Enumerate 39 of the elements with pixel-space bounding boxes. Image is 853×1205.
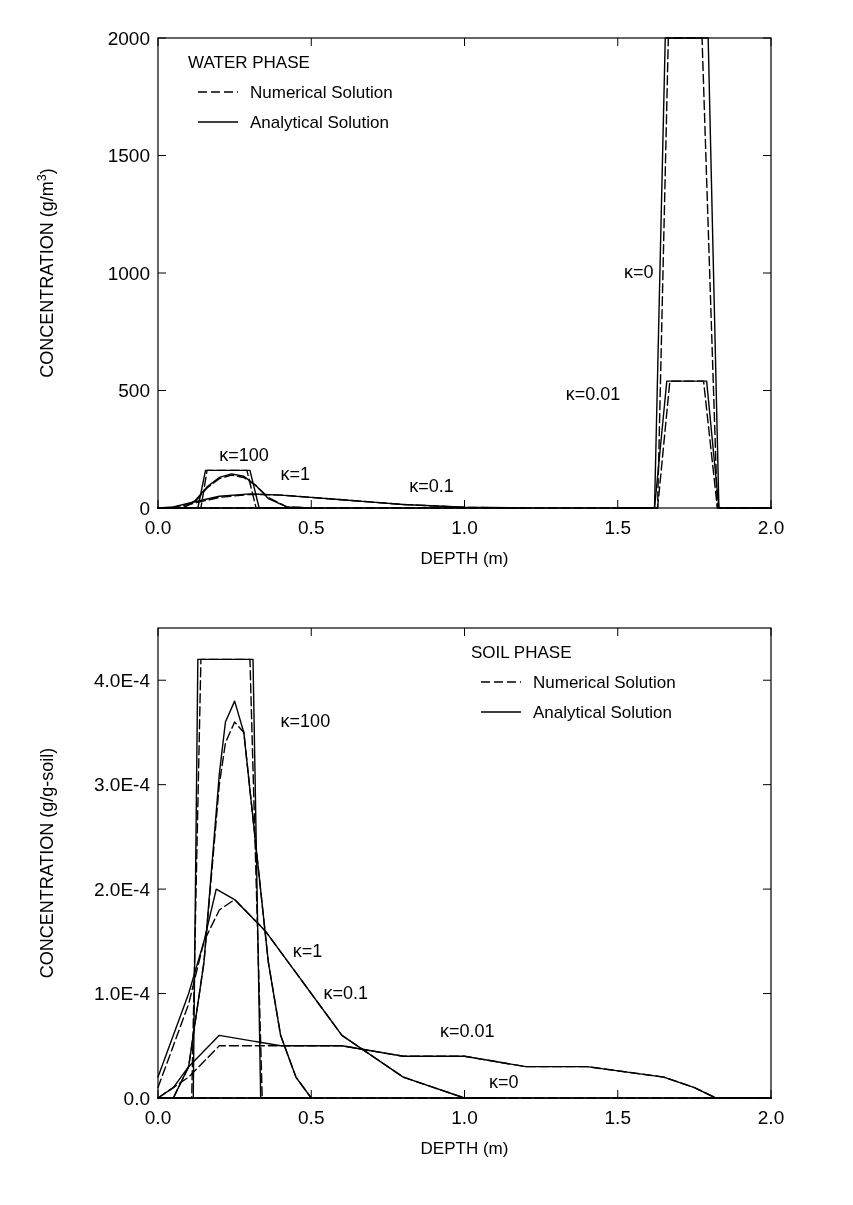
- annotation: κ=0.01: [439, 1020, 495, 1041]
- x-tick-label: 1.5: [604, 517, 631, 538]
- annotation: SOIL PHASE: [471, 643, 572, 662]
- legend-label: Numerical Solution: [250, 83, 393, 102]
- x-tick-label: 0.5: [298, 517, 325, 538]
- y-tick-label: 2.0E-4: [94, 878, 151, 900]
- x-tick-label: 0.5: [298, 1107, 325, 1128]
- annotation: WATER PHASE: [188, 53, 310, 72]
- x-tick-label: 1.5: [604, 1107, 631, 1128]
- annotation: κ=0.1: [323, 983, 369, 1004]
- x-tick-label: 1.0: [451, 517, 478, 538]
- x-tick-label: 2.0: [757, 1107, 785, 1128]
- x-axis-title: DEPTH (m): [420, 549, 509, 568]
- annotation: κ=0: [623, 261, 654, 282]
- y-tick-label: 1000: [107, 262, 150, 284]
- y-tick-label: 1.0E-4: [94, 983, 151, 1005]
- x-tick-label: 1.0: [451, 1107, 478, 1128]
- y-tick-label: 3.0E-4: [94, 774, 151, 796]
- annotation: κ=1: [280, 463, 311, 484]
- x-axis-title: DEPTH (m): [420, 1139, 509, 1158]
- y-tick-label: 2000: [107, 27, 150, 49]
- legend-label: Numerical Solution: [533, 673, 676, 692]
- x-tick-label: 0.0: [144, 517, 172, 538]
- annotation: κ=0.1: [409, 475, 454, 496]
- y-tick-label: 4.0E-4: [94, 669, 151, 691]
- annotation: κ=100: [280, 710, 331, 731]
- y-tick-label: 500: [118, 380, 150, 402]
- legend-label: Analytical Solution: [250, 113, 389, 132]
- x-tick-label: 2.0: [757, 517, 785, 538]
- y-tick-label: 0: [139, 497, 150, 519]
- annotation: κ=100: [219, 445, 269, 465]
- x-tick-label: 0.0: [144, 1107, 172, 1128]
- annotation: κ=1: [292, 941, 323, 961]
- y-tick-label: 1500: [107, 145, 150, 167]
- legend-label: Analytical Solution: [533, 703, 672, 722]
- annotation: κ=0.01: [565, 383, 621, 404]
- y-axis-title: CONCENTRATION (g/g-soil): [37, 747, 57, 979]
- y-tick-label: 0.0: [123, 1087, 150, 1109]
- annotation: κ=0: [489, 1071, 519, 1092]
